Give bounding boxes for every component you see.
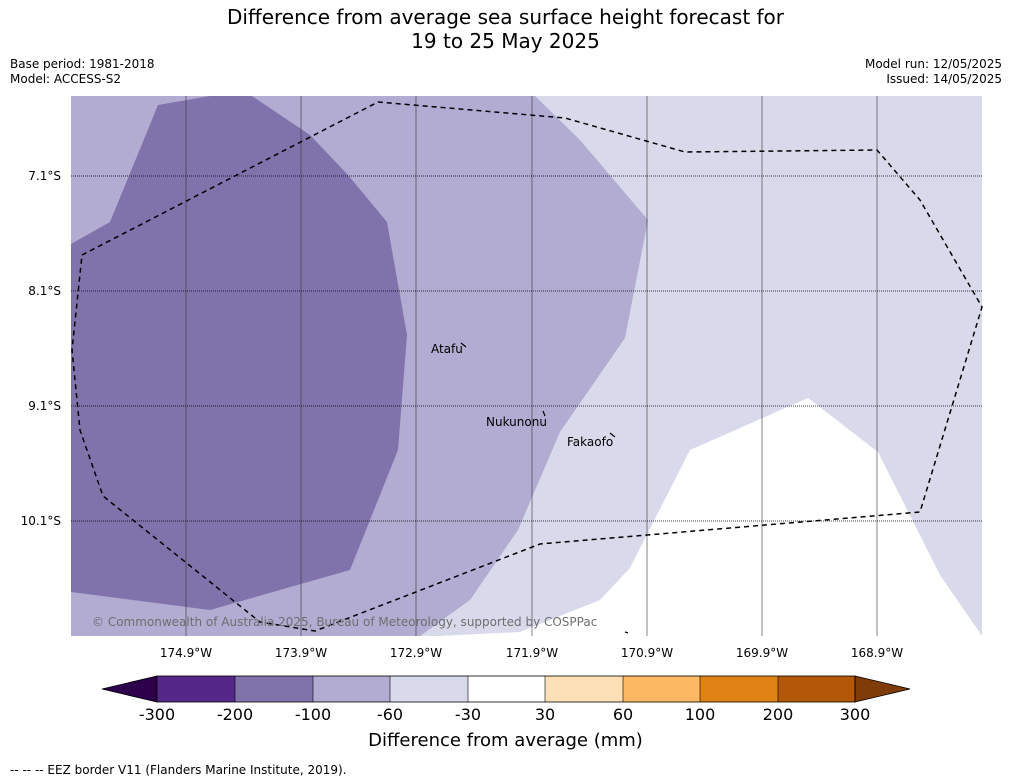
lat-label-8-1s: 8.1°S	[28, 284, 61, 298]
meta-left: Base period: 1981-2018 Model: ACCESS-S2	[10, 57, 155, 87]
colorbar-tick: -100	[294, 705, 332, 724]
colorbar-extend-high	[854, 675, 911, 703]
colorbar-tick: -60	[376, 705, 404, 724]
colorbar-tick: 300	[839, 705, 871, 724]
eez-legend-note: -- -- -- EEZ border V11 (Flanders Marine…	[10, 763, 347, 777]
model-run-text: Model run: 12/05/2025	[864, 57, 1002, 71]
colorbar-bin-8	[700, 676, 778, 702]
colorbar-tick: 100	[684, 705, 716, 724]
lon-label-172-9w: 172.9°W	[389, 646, 443, 660]
colorbar-tick: -300	[138, 705, 176, 724]
lat-label-9-1s: 9.1°S	[28, 399, 61, 413]
colorbar-extend-low	[101, 675, 158, 703]
lon-label-174-9w: 174.9°W	[159, 646, 213, 660]
lat-label-10-1s: 10.1°S	[20, 514, 61, 528]
colorbar-bin-1	[157, 676, 235, 702]
colorbar-bin-2	[235, 676, 313, 702]
colorbar-outline	[156, 675, 856, 703]
colorbar-dividers	[234, 676, 779, 702]
colorbar-bin-7	[623, 676, 700, 702]
field-white	[440, 398, 982, 636]
lon-label-170-9w: 170.9°W	[620, 646, 674, 660]
lon-label-168-9w: 168.9°W	[850, 646, 904, 660]
colorbar-bin-3	[313, 676, 390, 702]
copyright-notice: © Commonwealth of Australia 2025, Bureau…	[92, 615, 598, 629]
eez-border	[71, 101, 983, 632]
colorbar-bin-4	[390, 676, 468, 702]
ssh-anomaly-fields	[71, 96, 982, 636]
lon-label-169-9w: 169.9°W	[735, 646, 789, 660]
lat-label-7-1s: 7.1°S	[28, 169, 61, 183]
field-dark-lavender	[71, 96, 407, 610]
meridian-lines	[185, 96, 878, 636]
colorbar-tick: 60	[612, 705, 634, 724]
colorbar-bin-5	[468, 676, 545, 702]
model-text: Model: ACCESS-S2	[10, 72, 122, 86]
colorbar-title: Difference from average (mm)	[368, 730, 643, 751]
meta-right: Model run: 12/05/2025 Issued: 14/05/2025	[865, 57, 1002, 87]
title-line-2: 19 to 25 May 2025	[411, 29, 600, 53]
place-label-fakaofo: Fakaofo	[567, 435, 614, 449]
colorbar-tick: -200	[216, 705, 254, 724]
colorbar	[101, 675, 911, 703]
page-title: Difference from average sea surface heig…	[0, 5, 1011, 53]
colorbar-tick: -30	[454, 705, 482, 724]
issued-text: Issued: 14/05/2025	[886, 72, 1002, 86]
place-label-atafu: Atafu	[431, 342, 463, 356]
nukunonu-island	[542, 410, 546, 417]
place-label-nukunonu: Nukunonu	[486, 415, 547, 429]
colorbar-bin-9	[778, 676, 855, 702]
base-period-text: Base period: 1981-2018	[10, 57, 155, 71]
island-shapes	[460, 342, 629, 634]
colorbar-tick: 30	[534, 705, 556, 724]
title-line-1: Difference from average sea surface heig…	[226, 5, 785, 29]
colorbar-bin-6	[545, 676, 623, 702]
colorbar-tick: 200	[762, 705, 794, 724]
lon-label-173-9w: 173.9°W	[274, 646, 328, 660]
atafu-island	[460, 342, 467, 348]
lon-label-171-9w: 171.9°W	[505, 646, 559, 660]
fakaofo-island	[609, 432, 616, 438]
small-island	[624, 631, 629, 634]
